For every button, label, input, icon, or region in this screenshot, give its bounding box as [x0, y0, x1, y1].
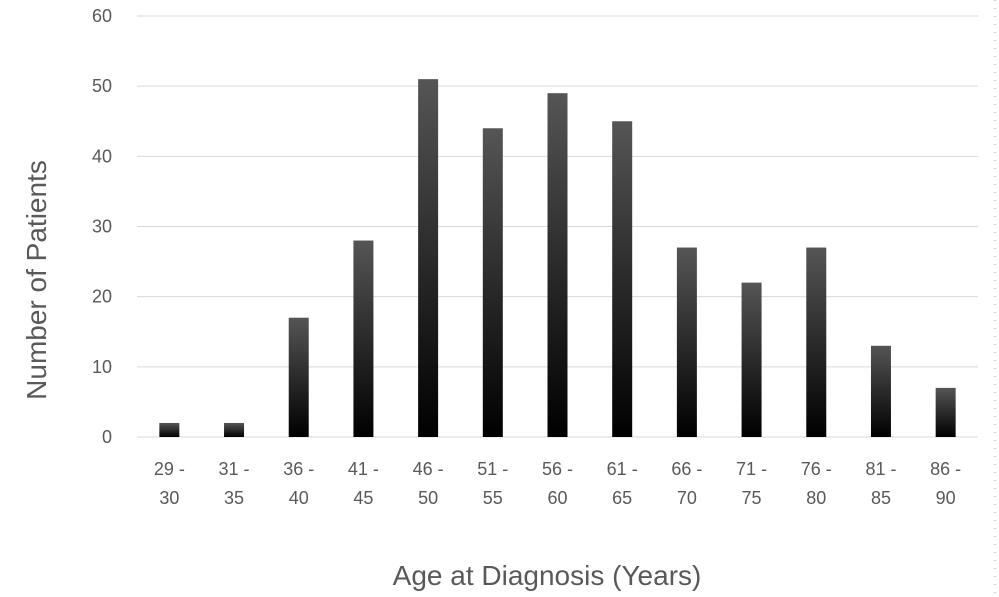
- x-axis-ticks: 29 -30 31 -35 36 -40 41 -45 46 -50 51 -55 56 -…: [154, 459, 961, 508]
- x-tick-label-12: 81 -85: [865, 459, 896, 508]
- y-tick-label-40: 40: [92, 146, 112, 166]
- bar-13: [935, 387, 956, 437]
- y-axis-ticks: 0 10 20 30 40 50 60: [92, 6, 112, 447]
- x-tick-label-5: 46 -50: [413, 459, 444, 508]
- y-tick-label-10: 10: [92, 357, 112, 377]
- x-tick-label-10: 71 -75: [736, 459, 767, 508]
- bar-8: [612, 121, 633, 437]
- x-tick-label-9: 66 -70: [671, 459, 702, 508]
- bar-4: [353, 240, 374, 437]
- bar-5: [418, 79, 439, 438]
- x-axis-title: Age at Diagnosis (Years): [393, 560, 702, 591]
- bar-10: [741, 282, 762, 437]
- bar-7: [547, 93, 568, 437]
- bar-9: [676, 247, 697, 437]
- y-tick-label-50: 50: [92, 76, 112, 96]
- x-tick-label-6: 51 -55: [477, 459, 508, 508]
- y-tick-label-20: 20: [92, 287, 112, 307]
- y-tick-label-30: 30: [92, 217, 112, 237]
- bar-3: [288, 317, 309, 437]
- x-tick-label-11: 76 -80: [801, 459, 832, 508]
- y-tick-label-0: 0: [102, 427, 112, 447]
- x-tick-label-2: 31 -35: [219, 459, 250, 508]
- bar-6: [482, 128, 503, 437]
- bar-2: [224, 422, 245, 437]
- y-axis-title: Number of Patients: [21, 160, 52, 400]
- bar-1: [159, 422, 180, 437]
- x-tick-label-1: 29 -30: [154, 459, 185, 508]
- x-tick-label-4: 41 -45: [348, 459, 379, 508]
- x-tick-label-3: 36 -40: [283, 459, 314, 508]
- bar-12: [870, 345, 891, 437]
- x-tick-label-7: 56 -60: [542, 459, 573, 508]
- x-tick-label-13: 86 -90: [930, 459, 961, 508]
- y-tick-label-60: 60: [92, 6, 112, 26]
- bar-11: [806, 247, 827, 437]
- bars: [159, 79, 956, 438]
- x-tick-label-8: 61 -65: [607, 459, 638, 508]
